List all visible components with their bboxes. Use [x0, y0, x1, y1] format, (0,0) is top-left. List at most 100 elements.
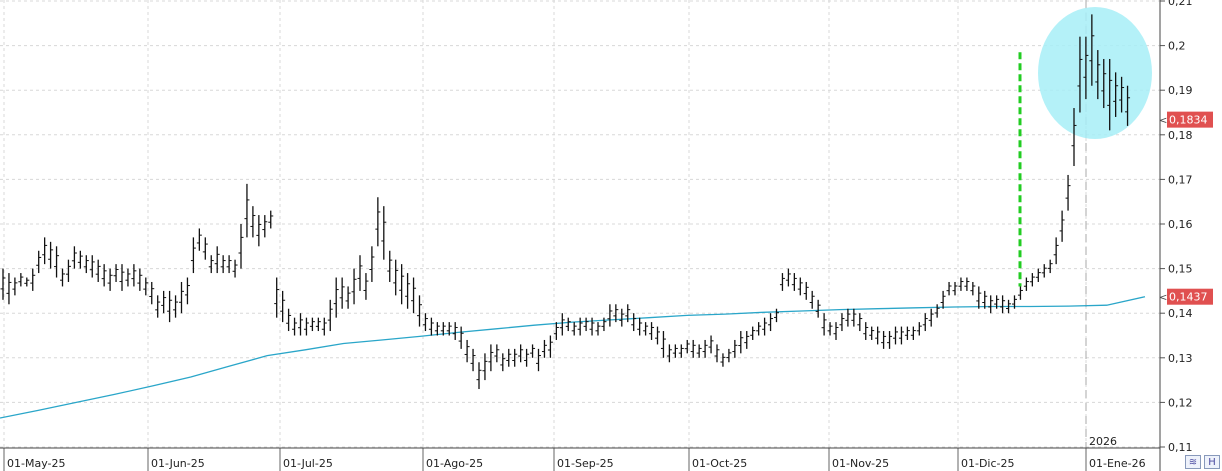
- price-bar: [970, 281, 976, 296]
- y-tick-label: 0,14: [1168, 307, 1193, 320]
- price-bar: [411, 277, 417, 314]
- y-tick-label: 0,12: [1168, 396, 1193, 409]
- price-bar: [857, 313, 863, 332]
- y-tick-label: 0,15: [1168, 263, 1193, 276]
- price-bar: [36, 250, 42, 274]
- price-bar: [71, 246, 77, 269]
- price-bar: [655, 326, 660, 345]
- price-bar: [898, 326, 904, 345]
- price-bar: [958, 277, 964, 291]
- price-bar: [595, 322, 601, 336]
- price-bar: [702, 339, 708, 358]
- x-tick-label: 01-Jul-25: [283, 457, 333, 470]
- price-bar: [196, 228, 202, 251]
- price-bar: [54, 246, 60, 278]
- y-tick-label: 0,18: [1168, 129, 1193, 142]
- price-bar: [982, 290, 988, 309]
- price-bar: [202, 237, 208, 260]
- price-bar: [536, 348, 541, 372]
- price-bar: [553, 322, 559, 340]
- price-bar: [601, 317, 607, 332]
- y-tick-label: 0,16: [1168, 218, 1193, 231]
- price-bar: [220, 255, 226, 274]
- y-tick-label: 0,11: [1168, 441, 1193, 454]
- moving-average-layer: [0, 296, 1146, 419]
- price-bar: [547, 335, 553, 358]
- price-bar: [964, 277, 970, 291]
- price-bar: [262, 215, 268, 238]
- price-bar: [482, 353, 488, 381]
- price-bar: [643, 322, 649, 336]
- price-bar: [83, 255, 89, 274]
- price-bar: [893, 326, 898, 345]
- x-tick-label: 01-Ago-25: [426, 457, 483, 470]
- price-bar: [238, 224, 244, 269]
- x-tick-label: 01-May-25: [7, 457, 65, 470]
- price-bar: [95, 259, 101, 282]
- price-bar: [357, 255, 363, 291]
- price-bar: [1041, 264, 1047, 278]
- price-bars-layer: [0, 14, 1131, 390]
- price-bar: [143, 277, 149, 296]
- price-bar: [440, 322, 446, 336]
- price-bar: [464, 339, 470, 363]
- highlight-layer: [1038, 7, 1152, 139]
- price-bar: [458, 326, 464, 349]
- price-bar: [369, 246, 375, 282]
- y-tick-label: 0,13: [1168, 352, 1193, 365]
- price-tag: <0,1834: [1159, 111, 1213, 128]
- price-bar: [351, 268, 357, 305]
- zoom-mountain-icon[interactable]: ≋: [1185, 455, 1201, 469]
- price-bar: [155, 295, 161, 318]
- price-bar: [774, 308, 779, 323]
- price-bar: [994, 295, 1000, 309]
- price-bar: [524, 348, 530, 367]
- floppy-disk-icon[interactable]: H: [1204, 455, 1220, 469]
- price-bar: [756, 322, 762, 336]
- price-bar: [60, 268, 65, 287]
- price-bar: [518, 344, 524, 363]
- price-bar: [303, 317, 309, 336]
- x-tick-label: 01-Dic-25: [961, 457, 1015, 470]
- price-tag-box: [1167, 111, 1213, 128]
- price-bar: [321, 317, 327, 336]
- price-bar: [607, 304, 613, 327]
- price-bar: [768, 313, 774, 332]
- price-bar: [298, 313, 303, 336]
- price-bar: [179, 281, 184, 314]
- price-tag-box: [1167, 288, 1213, 305]
- price-bar: [940, 290, 946, 309]
- price-bar: [625, 304, 631, 323]
- price-bar: [107, 268, 113, 291]
- price-bar: [125, 268, 131, 287]
- price-bar: [286, 308, 292, 332]
- y-tick-label: 0,17: [1168, 173, 1193, 186]
- moving-average-line: [0, 296, 1146, 419]
- price-bar: [750, 326, 756, 340]
- price-bar: [48, 241, 54, 269]
- price-bar: [1006, 299, 1012, 314]
- price-bar: [1047, 259, 1053, 274]
- price-bar: [274, 277, 280, 318]
- price-bar: [583, 317, 589, 332]
- price-bar: [244, 183, 250, 238]
- price-bar: [494, 344, 500, 363]
- price-bar: [226, 255, 232, 274]
- price-bar: [327, 299, 333, 332]
- price-bar: [65, 259, 71, 282]
- price-bar: [190, 237, 196, 274]
- price-tag: <0,1437: [1159, 288, 1213, 305]
- price-bar: [89, 255, 95, 278]
- price-bar: [268, 210, 274, 229]
- price-bar: [827, 322, 833, 336]
- price-bar: [720, 353, 726, 367]
- price-bar: [785, 268, 791, 287]
- price-bar: [887, 331, 893, 349]
- price-bar: [541, 339, 547, 358]
- price-bar: [173, 295, 179, 318]
- price-bar: [1113, 72, 1119, 117]
- price-bar: [613, 304, 619, 323]
- price-bar: [1089, 14, 1095, 86]
